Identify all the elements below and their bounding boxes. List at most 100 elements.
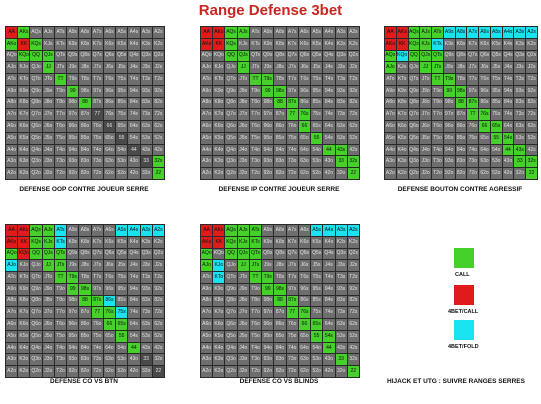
hand-cell: 87s	[467, 97, 479, 109]
hand-cell: Q2o	[30, 168, 42, 179]
hand-cell: K8s	[455, 38, 467, 50]
hand-cell: Q7o	[30, 109, 42, 121]
hand-cell: T8s	[455, 74, 467, 85]
hand-cell: T2s	[347, 272, 359, 283]
hand-cell: 86o	[274, 319, 286, 330]
hand-cell: 32s	[526, 156, 537, 168]
hand-cell: AKs	[396, 27, 408, 38]
hand-cell: 96s	[103, 85, 116, 97]
hand-cell: T9o	[249, 85, 262, 97]
hand-cell: T6s	[103, 272, 116, 283]
hand-cell: 42o	[502, 168, 514, 179]
hand-cell: 93o	[262, 156, 274, 168]
hand-cell: A3o	[201, 156, 213, 168]
hand-cell: 93s	[514, 85, 526, 97]
hand-cell: JTs	[249, 260, 262, 272]
hand-cell: 62o	[103, 366, 116, 377]
hand-cell: A9o	[385, 85, 396, 97]
hand-cell: 94o	[443, 144, 455, 156]
hand-cell: J4o	[237, 342, 249, 354]
hand-cell: K7s	[91, 38, 103, 50]
hand-cell: 98s	[274, 85, 286, 97]
hand-cell: Q3s	[335, 248, 347, 260]
hand-cell: T4o	[249, 342, 262, 354]
hand-cell: 74o	[91, 144, 103, 156]
hand-cell: J6s	[298, 62, 311, 74]
hand-cell: JTo	[42, 272, 54, 283]
hand-cell: JTs	[54, 62, 67, 74]
hand-cell: 94s	[323, 283, 335, 295]
hand-cell: 77	[467, 109, 479, 121]
hand-cell: A9s	[262, 225, 274, 236]
hand-cell: 72s	[526, 109, 537, 121]
hand-cell: 93o	[443, 156, 455, 168]
hand-cell: 84o	[79, 342, 91, 354]
range-caption: DEFENSE OOP CONTRE JOUEUR SERRE	[19, 186, 149, 193]
hand-cell: J3o	[237, 156, 249, 168]
hand-cell: J8s	[455, 62, 467, 74]
hand-cell: K7o	[18, 109, 30, 121]
hand-cell: QQ	[30, 248, 42, 260]
hand-cell: A6o	[6, 319, 18, 330]
hand-cell: Q9s	[443, 50, 455, 62]
hand-cell: QJo	[30, 260, 42, 272]
hand-cell: T7o	[54, 307, 67, 319]
hand-cell: J5o	[420, 132, 432, 144]
hand-cell: A3s	[140, 225, 152, 236]
hand-cell: 84o	[274, 342, 286, 354]
hand-cell: 95s	[116, 85, 128, 97]
hand-cell: A4s	[323, 225, 335, 236]
hand-cell: 84s	[323, 295, 335, 307]
hand-cell: 22	[152, 366, 164, 377]
hand-cell: Q3s	[140, 50, 152, 62]
hand-cell: K4o	[18, 144, 30, 156]
hand-cell: T9o	[54, 85, 67, 97]
hand-cell: 62s	[347, 121, 359, 132]
hand-cell: J7o	[42, 109, 54, 121]
hand-cell: K2s	[152, 38, 164, 50]
hand-cell: J5o	[237, 330, 249, 342]
hand-cell: K6o	[18, 121, 30, 132]
hand-cell: AQo	[6, 50, 18, 62]
hand-cell: Q9o	[408, 85, 420, 97]
hand-cell: 82s	[526, 97, 537, 109]
hand-cell: J6s	[103, 260, 116, 272]
hand-cell: 62s	[152, 121, 164, 132]
hand-cell: JTo	[237, 272, 249, 283]
hand-cell: TT	[249, 74, 262, 85]
hand-cell: T2o	[54, 366, 67, 377]
hand-cell: K2o	[396, 168, 408, 179]
hand-cell: 83s	[335, 295, 347, 307]
hand-cell: A4o	[6, 342, 18, 354]
hand-cell: A8s	[79, 27, 91, 38]
hand-cell: T3s	[514, 74, 526, 85]
hand-cell: 53s	[335, 132, 347, 144]
hand-cell: Q3s	[335, 50, 347, 62]
hand-cell: Q4s	[128, 50, 140, 62]
hand-cell: 32s	[347, 354, 359, 366]
hand-cell: 73o	[91, 354, 103, 366]
hand-cell: AQs	[408, 27, 420, 38]
hand-cell: Q5s	[311, 50, 323, 62]
hand-cell: 96o	[262, 319, 274, 330]
hand-cell: ATo	[201, 74, 213, 85]
hand-cell: JTs	[54, 260, 67, 272]
hand-cell: KQs	[225, 236, 237, 248]
hand-cell: T7o	[249, 109, 262, 121]
hand-cell: Q8s	[274, 248, 286, 260]
hand-cell: A9s	[67, 225, 79, 236]
hand-cell: 83s	[514, 97, 526, 109]
hand-cell: K8o	[18, 295, 30, 307]
hand-cell: 99	[443, 85, 455, 97]
hand-cell: J9o	[42, 85, 54, 97]
hand-cell: 65o	[103, 132, 116, 144]
hand-cell: A5o	[201, 132, 213, 144]
hand-cell: K8o	[396, 97, 408, 109]
hand-cell: J3o	[237, 354, 249, 366]
hand-cell: KK	[213, 38, 225, 50]
hand-cell: 85s	[116, 97, 128, 109]
hand-cell: J7o	[237, 307, 249, 319]
hand-cell: K4s	[128, 38, 140, 50]
hand-cell: 64o	[103, 342, 116, 354]
hand-cell: K8o	[213, 97, 225, 109]
